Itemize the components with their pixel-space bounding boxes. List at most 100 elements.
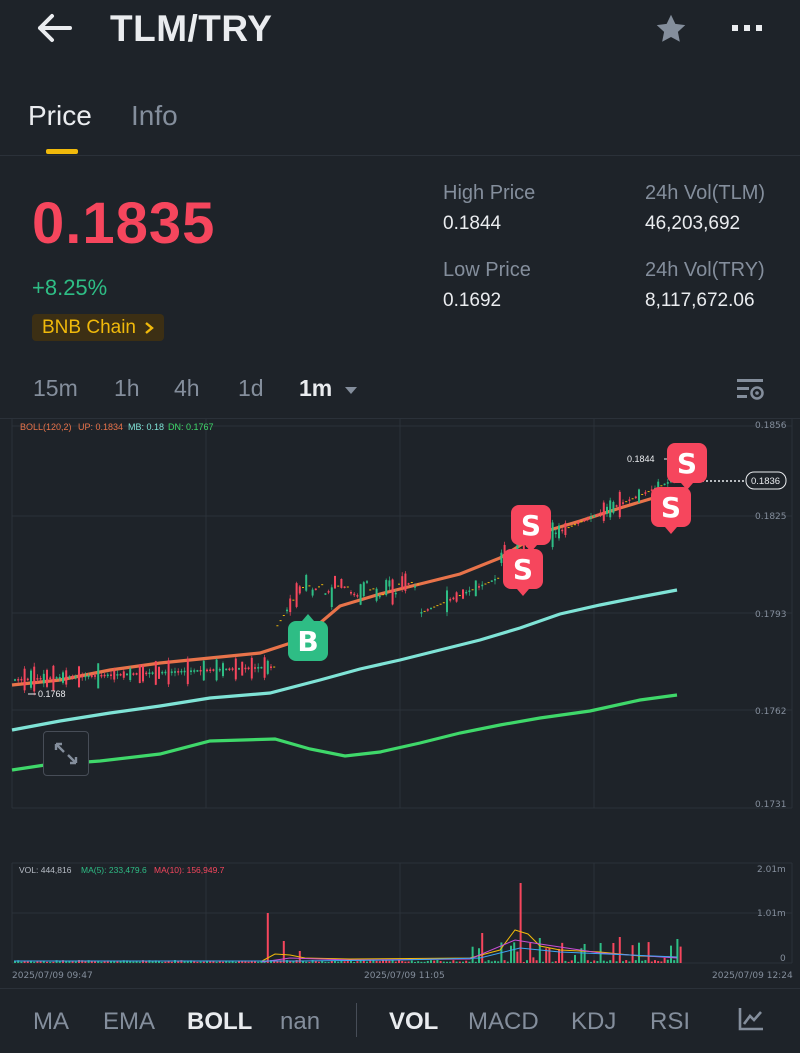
vol-ma10-line — [261, 939, 678, 963]
fullscreen-button[interactable] — [43, 731, 89, 776]
volume-bar — [609, 960, 612, 963]
chain-badge[interactable]: BNB Chain — [32, 314, 164, 341]
volume-bar — [266, 913, 269, 963]
favorite-button[interactable] — [653, 11, 689, 47]
candle-body — [385, 580, 388, 595]
volume-bar — [596, 960, 599, 963]
candle-body — [359, 584, 362, 605]
volume-bar — [375, 960, 378, 963]
volume-bar — [564, 960, 567, 963]
candle-body — [161, 671, 164, 674]
indicator-vol[interactable]: VOL — [389, 1008, 439, 1035]
volume-bar — [577, 961, 580, 963]
indicator-ema[interactable]: EMA — [103, 1008, 156, 1035]
volume-bar — [548, 947, 551, 963]
volume-bar — [62, 960, 64, 963]
interval-4h[interactable]: 4h — [174, 375, 200, 401]
candle-body — [478, 586, 480, 588]
chart-settings-button[interactable] — [735, 375, 765, 408]
ytick-3: 0.1762 — [755, 707, 787, 717]
vol-ytick-1: 1.01m — [757, 909, 786, 919]
vol-ma20-line — [14, 947, 678, 962]
candle-body — [116, 674, 119, 676]
ytick-1: 0.1825 — [755, 512, 787, 522]
chain-label: BNB Chain — [42, 317, 136, 338]
vol-try-label: 24h Vol(TRY) — [645, 259, 765, 281]
indicator-ma[interactable]: MA — [33, 1008, 69, 1035]
candle-body — [106, 674, 109, 677]
candle-body — [234, 658, 237, 680]
candle-body — [558, 525, 560, 539]
current-price-tag: 0.1836 — [751, 476, 780, 487]
candle-body — [39, 677, 42, 680]
indicator-rsi[interactable]: RSI — [650, 1008, 691, 1035]
tab-active-indicator — [46, 149, 78, 154]
candle-body — [266, 660, 269, 674]
candle-body — [33, 666, 36, 692]
volume-bar — [260, 961, 263, 963]
volume-bar — [404, 961, 407, 963]
volume-bar — [346, 960, 349, 963]
volume-bar — [340, 960, 343, 963]
candle-body — [71, 676, 74, 678]
volume-bar — [87, 960, 90, 963]
candle-body — [628, 499, 631, 501]
tab-price[interactable]: Price — [28, 100, 92, 131]
volume-bar — [657, 961, 660, 963]
volume-bar — [106, 960, 109, 963]
back-button[interactable] — [34, 12, 74, 44]
volume-bar — [420, 961, 423, 963]
candle-body — [23, 668, 26, 691]
candle-body — [26, 678, 29, 681]
candle-body — [590, 516, 592, 519]
interval-1h[interactable]: 1h — [114, 375, 140, 401]
indicator-boll[interactable]: BOLL — [187, 1008, 253, 1035]
volume-bar — [113, 960, 116, 963]
volume-chart[interactable]: VOL: 444,816 MA(5): 233,479.6 MA(10): 15… — [0, 858, 800, 988]
ytick-4: 0.1731 — [755, 800, 787, 810]
volume-bar — [90, 960, 93, 963]
more-button[interactable] — [730, 20, 766, 36]
candle-body — [215, 659, 218, 681]
candle-body — [135, 673, 138, 675]
interval-1d[interactable]: 1d — [238, 375, 264, 401]
volume-bar — [279, 960, 282, 963]
candle-body — [564, 523, 567, 535]
candle-body — [353, 593, 356, 596]
indicator-macd[interactable]: MACD — [468, 1008, 539, 1035]
tab-info[interactable]: Info — [131, 100, 178, 131]
candle-body — [334, 575, 336, 589]
volume-bar — [289, 961, 292, 963]
volume-bar — [343, 961, 346, 963]
volume-bar — [401, 961, 404, 963]
indicator-kdj[interactable]: KDJ — [571, 1008, 617, 1035]
trade-marker-box — [667, 443, 707, 483]
volume-bar — [654, 960, 656, 963]
trade-marker-box — [288, 621, 328, 661]
candle-body — [634, 496, 637, 499]
candle-body — [286, 609, 288, 612]
interval-dropdown[interactable] — [344, 383, 358, 401]
indicator-nan[interactable]: nan — [280, 1008, 321, 1035]
volume-bar — [663, 957, 666, 963]
volume-bar — [558, 948, 560, 963]
candle-body — [90, 675, 93, 677]
candle-body — [615, 505, 618, 507]
candle-body — [260, 666, 263, 669]
volume-bar — [20, 961, 23, 963]
trade-marker-pointer — [525, 545, 537, 552]
volume-bar — [254, 960, 256, 963]
candle-body — [577, 522, 580, 525]
volume-bar — [58, 961, 61, 963]
volume-bar — [327, 961, 330, 963]
volume-bar — [196, 961, 199, 963]
boll-upper-band — [11, 491, 678, 687]
ytick-0: 0.1856 — [755, 421, 787, 431]
interval-15m[interactable]: 15m — [33, 375, 78, 401]
price-chart[interactable]: BOLL(120,2) UP: 0.1834 MB: 0.18 DN: 0.17… — [0, 418, 800, 828]
page-title: TLM/TRY — [110, 8, 273, 49]
interval-1m[interactable]: 1m — [299, 375, 333, 401]
indicator-settings-button[interactable] — [737, 1006, 765, 1037]
volume-bar — [94, 961, 96, 963]
volume-bar — [74, 961, 77, 963]
